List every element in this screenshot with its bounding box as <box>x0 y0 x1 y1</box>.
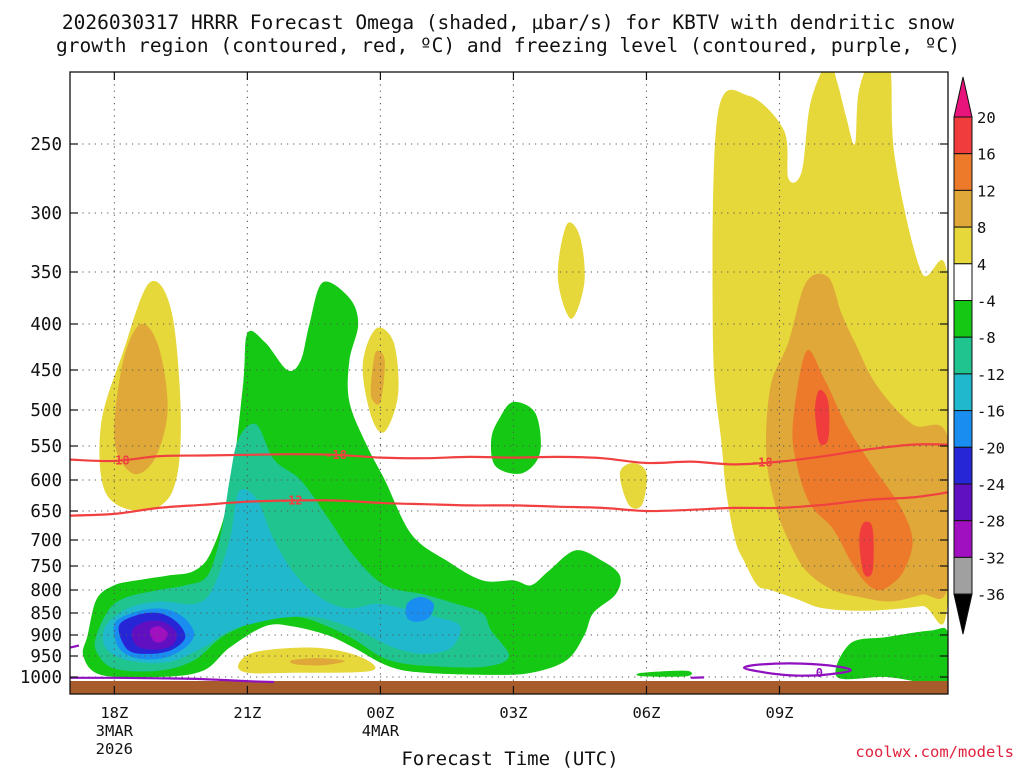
y-tick-label-450: 450 <box>30 361 62 381</box>
x-tick-label-03Z: 03Z <box>499 704 527 722</box>
contour-label-dgz-bottom-0: -12 <box>281 493 303 507</box>
plot-frame <box>69 71 949 695</box>
gridlines <box>70 72 948 694</box>
colorbar-box-4 <box>953 263 973 301</box>
chart-title-line1: 2026030317 HRRR Forecast Omega (shaded, … <box>62 11 954 34</box>
colorbar-box-10 <box>953 483 973 522</box>
colorbar-label-1: 16 <box>977 146 996 164</box>
colorbar-box-11 <box>953 520 973 558</box>
contour-label-dgz-top-1: -18 <box>325 448 347 462</box>
x-tick-date-18Z: 3MAR <box>96 722 134 740</box>
contour-freezing-level-right <box>742 662 852 677</box>
omega-shade-8to12-2 <box>370 350 385 405</box>
y-tick-label-600: 600 <box>30 471 62 491</box>
omega-shade--20to-16-1 <box>405 596 434 622</box>
y-tick-label-300: 300 <box>30 204 62 224</box>
colorbar-box-5 <box>953 300 973 338</box>
colorbar-label-10: -24 <box>977 476 1005 494</box>
contour-dgz-top <box>70 443 948 466</box>
omega-shade--32to-28-0 <box>149 626 168 643</box>
y-tick-label-950: 950 <box>30 647 62 667</box>
omega-shade--8to-4-1 <box>490 401 541 474</box>
colorbar-box-7 <box>953 373 973 412</box>
x-tick-label-21Z: 21Z <box>233 704 261 722</box>
plot-area: -18 -18 -18 -12 0 <box>69 71 949 695</box>
y-tick-label-850: 850 <box>30 604 62 624</box>
colorbar-label-6: -8 <box>977 329 996 347</box>
x-tick-year-18Z: 2026 <box>96 740 133 758</box>
contour-label-dgz-top-0: -18 <box>108 453 130 467</box>
y-tick-label-400: 400 <box>30 315 62 335</box>
y-tick-label-750: 750 <box>30 557 62 577</box>
colorbar-label-11: -28 <box>977 513 1005 531</box>
credit-text: coolwx.com/models <box>855 743 1014 761</box>
omega-shade-8to12-1 <box>290 658 345 666</box>
omega-shade-16to20-1 <box>859 521 874 577</box>
colorbar-box-0 <box>953 116 973 155</box>
colorbar-box-3 <box>953 226 973 265</box>
x-tick-label-18Z: 18Z <box>100 704 128 722</box>
y-tick-label-800: 800 <box>30 581 62 601</box>
y-tick-label-700: 700 <box>30 531 62 551</box>
omega-shade--8to-4-2 <box>835 627 948 689</box>
contours: -18 -18 -18 -12 0 <box>70 443 948 684</box>
colorbar-label-8: -16 <box>977 403 1005 421</box>
colorbar-box-2 <box>953 189 973 228</box>
omega-shade-16to20-0 <box>815 389 830 446</box>
y-tick-label-900: 900 <box>30 626 62 646</box>
omega-shade-8to12-0 <box>114 323 168 475</box>
colorbar-label-9: -20 <box>977 439 1005 457</box>
contour-label-dgz-top-2: -18 <box>751 456 773 470</box>
colorbar-max-arrow <box>953 76 973 118</box>
chart-title-line2: growth region (contoured, red, ºC) and f… <box>56 34 960 57</box>
x-tick-date-00Z: 4MAR <box>362 722 400 740</box>
colorbar-box-9 <box>953 446 973 485</box>
colorbar-label-4: 4 <box>977 256 986 274</box>
contour-label-freezing-level-right-0: 0 <box>816 666 823 680</box>
y-tick-label-350: 350 <box>30 263 62 283</box>
colorbar: 20 16 12 8 4 -4 -8 -12 -16 -20 -24 -28 -32 -36 <box>953 76 1005 635</box>
colorbar-min-arrow <box>953 593 973 635</box>
colorbar-label-5: -4 <box>977 293 996 311</box>
x-tick-label-06Z: 06Z <box>632 704 660 722</box>
x-axis-label: Forecast Time (UTC) <box>401 748 618 768</box>
colorbar-label-7: -12 <box>977 366 1005 384</box>
omega-shade--8to-4-3 <box>636 670 692 677</box>
omega-shade--16to-12-0 <box>102 489 461 664</box>
x-tick-label-09Z: 09Z <box>765 704 793 722</box>
y-tick-label-650: 650 <box>30 502 62 522</box>
contour-freezing-level-left <box>70 676 275 684</box>
colorbar-label-2: 12 <box>977 182 996 200</box>
omega-shade-4to8-3 <box>557 222 585 319</box>
y-tick-label-500: 500 <box>30 401 62 421</box>
colorbar-box-8 <box>953 410 973 448</box>
y-axis: 2503003504004505005506006507007508008509… <box>20 135 948 688</box>
colorbar-box-6 <box>953 336 973 375</box>
colorbar-label-3: 8 <box>977 219 986 237</box>
y-tick-label-550: 550 <box>30 437 62 457</box>
x-tick-label-00Z: 00Z <box>366 704 394 722</box>
colorbar-box-12 <box>953 556 973 595</box>
contour-freezing-level-edge <box>70 644 80 649</box>
y-tick-label-250: 250 <box>30 135 62 155</box>
omega-shade-4to8-4 <box>619 463 647 509</box>
ground-surface <box>70 681 948 694</box>
colorbar-label-13: -36 <box>977 586 1005 604</box>
colorbar-label-12: -32 <box>977 549 1005 567</box>
contour-dgz-bottom <box>70 491 948 517</box>
y-tick-label-1000: 1000 <box>20 668 62 688</box>
omega-shading <box>82 72 948 689</box>
colorbar-box-1 <box>953 153 973 191</box>
colorbar-label-0: 20 <box>977 109 996 127</box>
